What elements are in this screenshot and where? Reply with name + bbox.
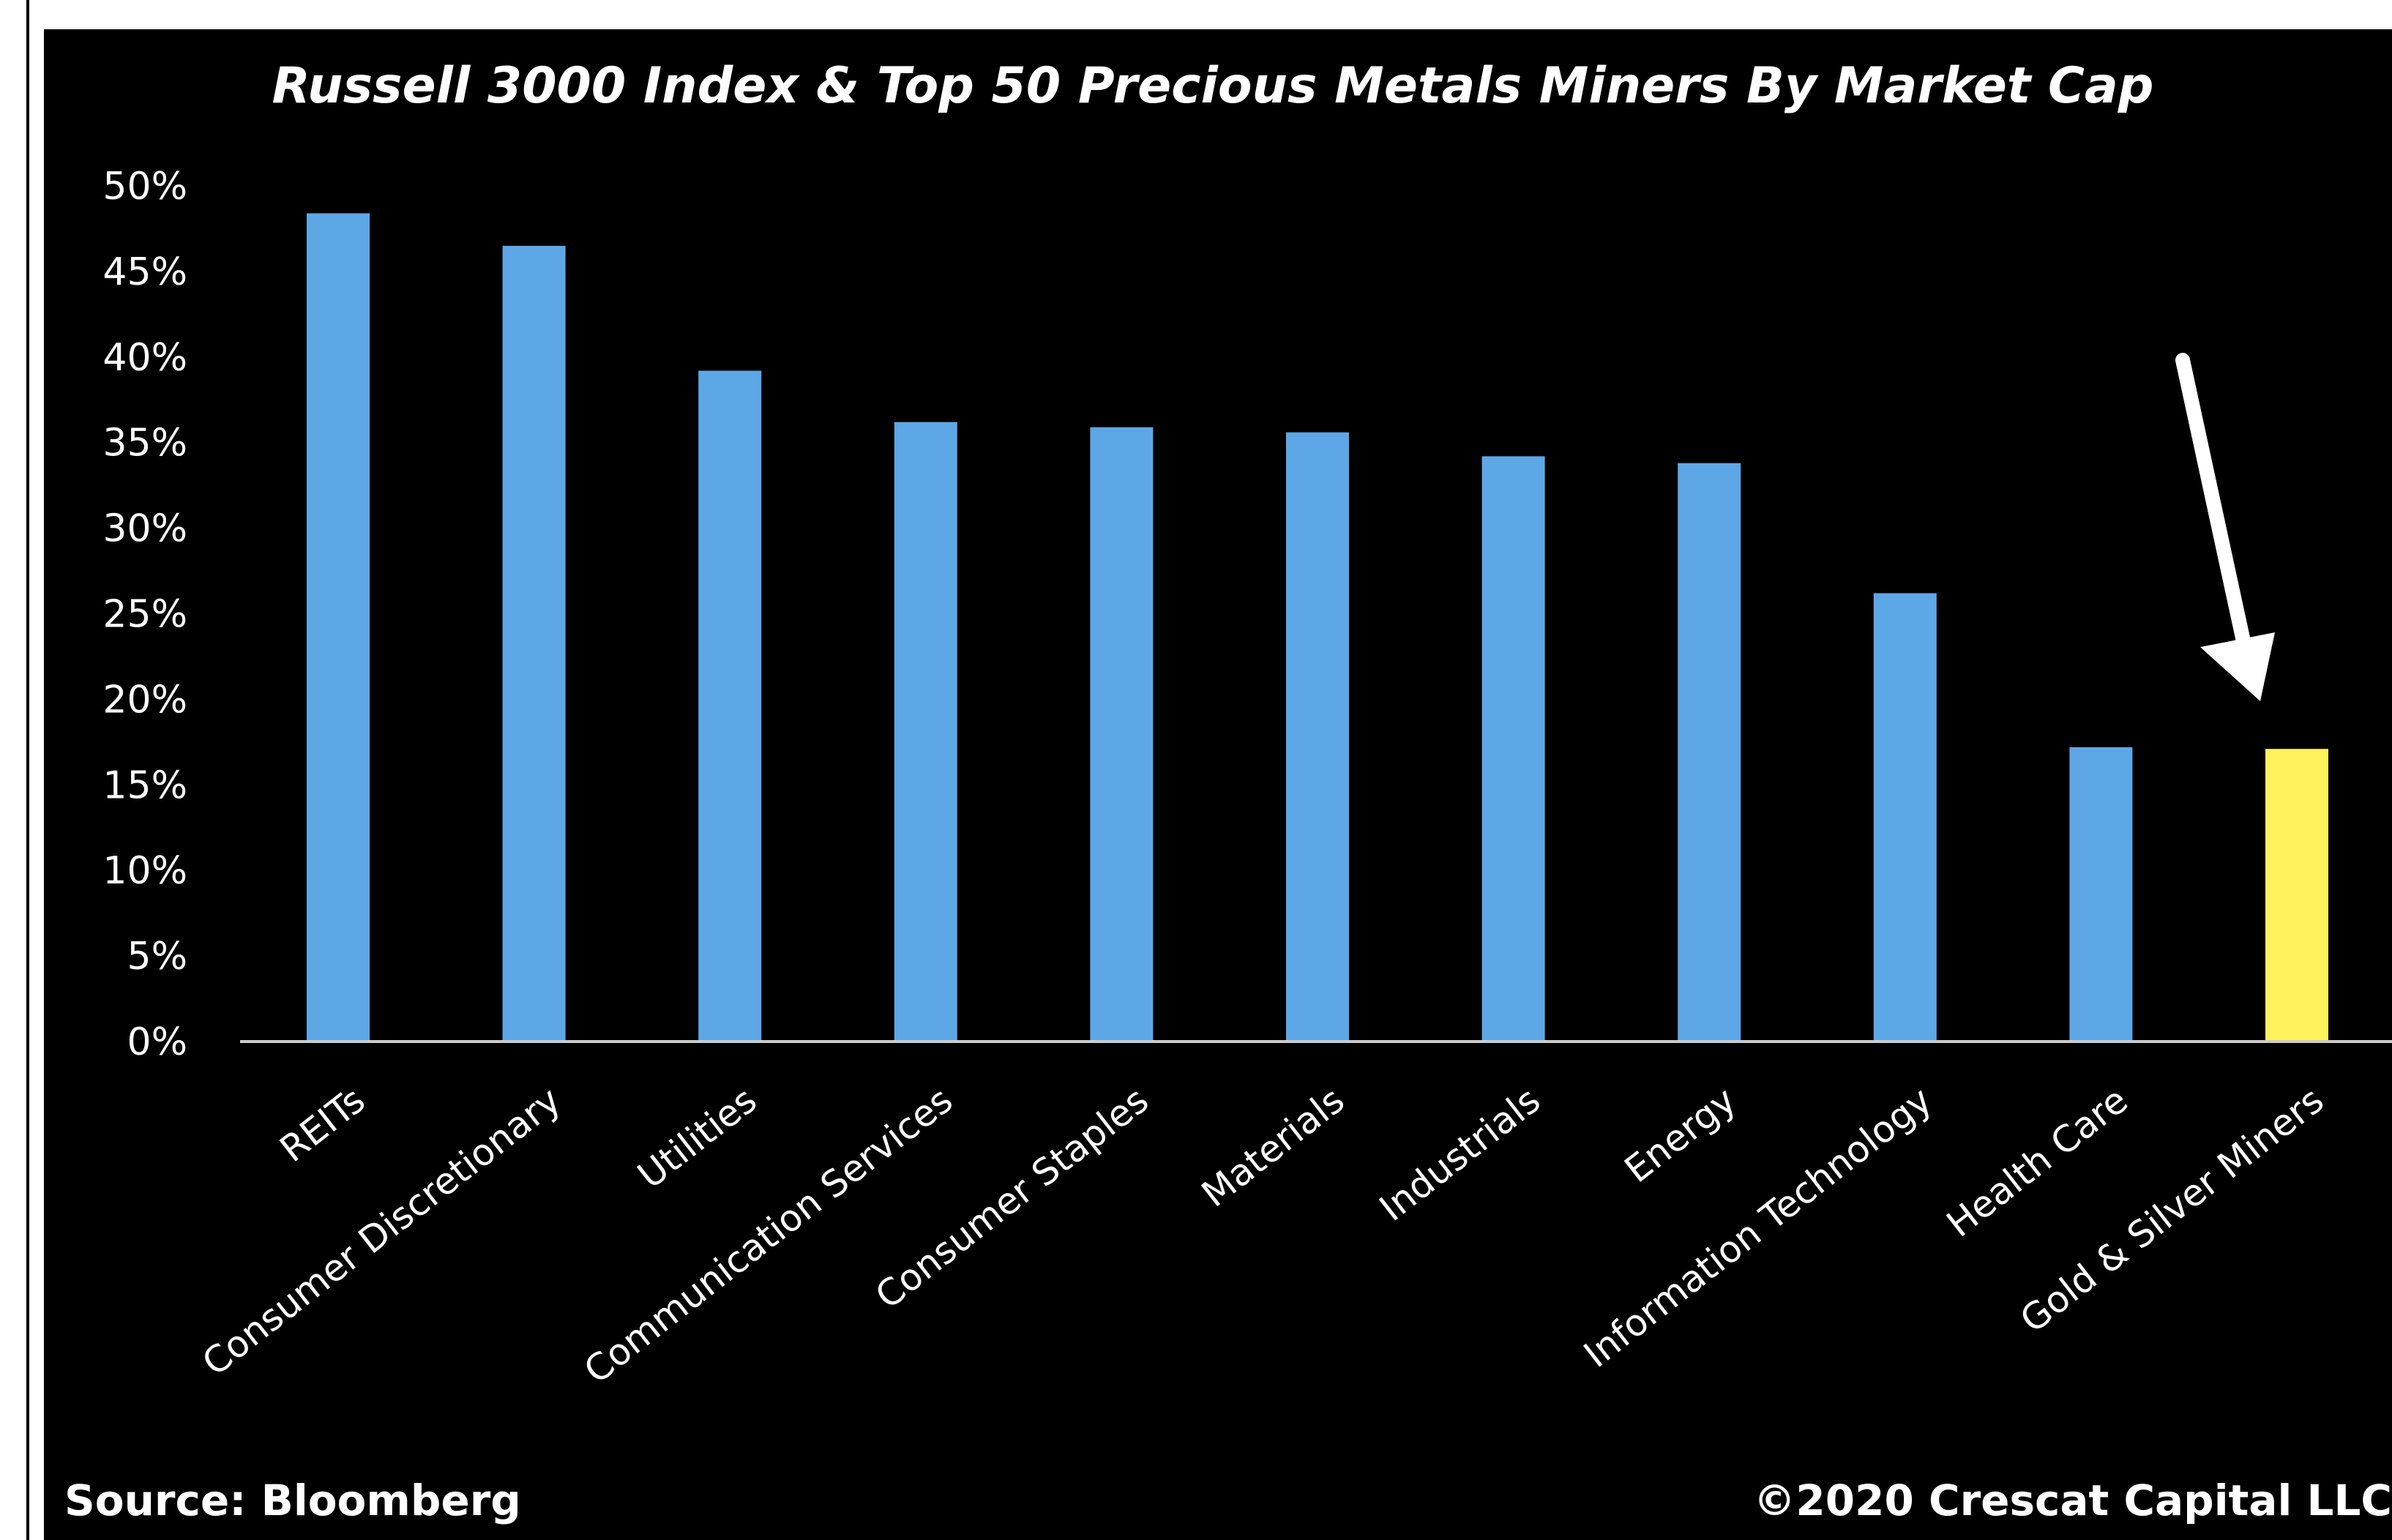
x-tick-label: Utilities [630, 1079, 765, 1197]
bar [2069, 747, 2133, 1042]
source-note: Source: Bloomberg [64, 1476, 521, 1525]
bar [1873, 593, 1937, 1042]
y-tick-label: 20% [102, 678, 187, 722]
bar [894, 422, 957, 1042]
frame-border [26, 0, 29, 1540]
x-tick-label: Materials [1194, 1079, 1352, 1216]
bar [698, 370, 762, 1042]
x-tick-label: Information Technology [1576, 1079, 1940, 1376]
y-tick-label: 30% [102, 507, 187, 551]
bar-chart: Russell 3000 Index & Top 50 Precious Met… [64, 57, 2392, 1525]
bar [1090, 427, 1154, 1042]
bars [307, 213, 2328, 1042]
x-tick-label: Energy [1617, 1079, 1744, 1191]
x-tick-label: Communication Services [576, 1079, 960, 1392]
x-tick-label: REITs [272, 1079, 373, 1170]
bar [1481, 456, 1545, 1042]
y-tick-label: 5% [127, 935, 188, 979]
bar [1678, 463, 1741, 1042]
y-tick-label: 35% [102, 422, 187, 466]
y-tick-label: 0% [127, 1020, 188, 1064]
bar [307, 213, 370, 1042]
y-tick-label: 25% [102, 593, 187, 637]
chart-title: Russell 3000 Index & Top 50 Precious Met… [272, 57, 2154, 115]
copyright-note: ©2020 Crescat Capital LLC [1753, 1476, 2392, 1525]
bar [502, 245, 566, 1042]
y-tick-label: 15% [102, 763, 187, 807]
y-tick-label: 10% [102, 849, 187, 893]
bar [1286, 432, 1349, 1042]
x-tick-label: Health Care [1939, 1079, 2136, 1246]
x-tick-label: Industrials [1372, 1079, 1548, 1230]
x-tick-label: Consumer Discretionary [195, 1079, 569, 1384]
y-tick-label: 40% [102, 336, 187, 380]
y-tick-label: 50% [102, 165, 187, 209]
bar [2265, 749, 2328, 1042]
y-tick-label: 45% [102, 250, 187, 294]
highlight-arrow-icon [2175, 353, 2275, 701]
chart-panel: Russell 3000 Index & Top 50 Precious Met… [44, 29, 2392, 1540]
y-axis-ticks: 0% 5% 10% 15% 20% 25% 30% 35% 40% 45% 50% [102, 165, 187, 1064]
